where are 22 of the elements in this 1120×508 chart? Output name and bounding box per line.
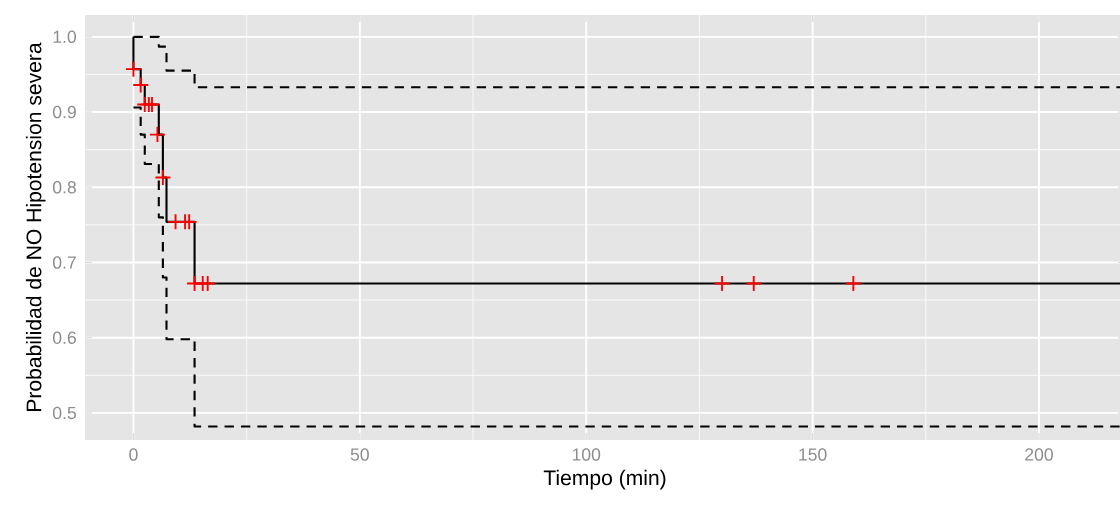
- point: [149, 126, 166, 144]
- x-tick-label: 50: [350, 448, 369, 461]
- y-tick-label: 0.8: [52, 181, 76, 194]
- point: [125, 60, 142, 78]
- x-axis-title: Tiempo (min): [543, 469, 666, 490]
- y-tick-label: 0.6: [52, 331, 76, 344]
- x-tick-label: 150: [799, 448, 827, 461]
- point: [132, 76, 150, 94]
- point: [199, 275, 217, 292]
- y-tick-label: 1.0: [53, 30, 77, 44]
- point: [180, 213, 198, 231]
- x-tick-label: 200: [1025, 448, 1053, 461]
- y-tick-label: 0.9: [52, 105, 76, 119]
- x-tick-label: 0: [129, 448, 138, 461]
- y-axis-title: Probabilidad de NO Hipotension severa: [25, 42, 46, 411]
- point: [844, 275, 862, 292]
- x-tick-label: 100: [572, 448, 601, 461]
- y-tick-label: 0.5: [52, 406, 76, 420]
- point: [154, 169, 172, 186]
- point: [745, 275, 763, 292]
- y-tick-label: 0.7: [52, 256, 76, 269]
- point: [713, 275, 731, 292]
